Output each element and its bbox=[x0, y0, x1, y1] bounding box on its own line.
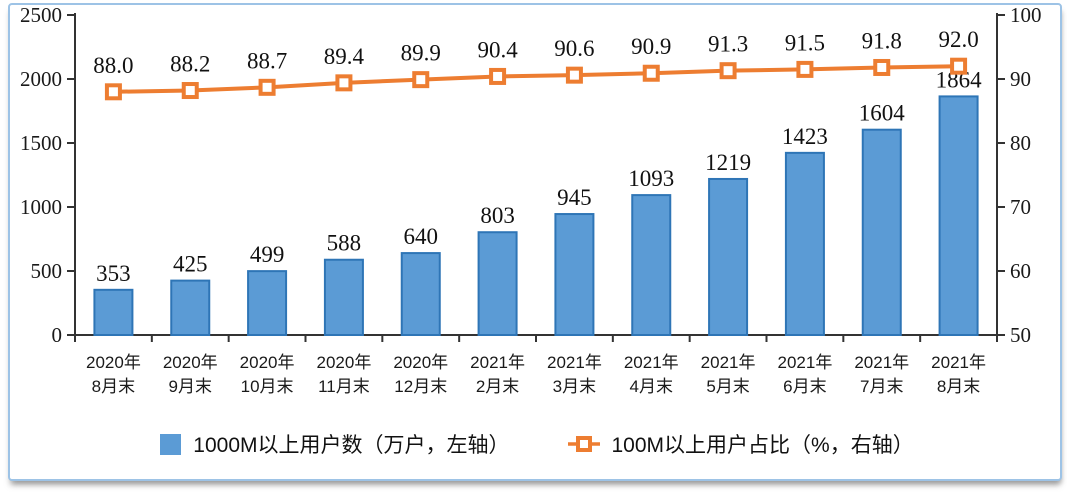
left-axis-tick-label: 1500 bbox=[20, 131, 62, 155]
bar-series-swatch-icon bbox=[160, 433, 182, 455]
bar bbox=[554, 213, 595, 336]
bar-value-label: 1219 bbox=[705, 150, 751, 175]
line-value-label: 91.5 bbox=[785, 30, 825, 55]
bar bbox=[400, 252, 441, 336]
bar-value-label: 353 bbox=[96, 261, 131, 286]
x-axis-category-label: 10月末 bbox=[241, 377, 294, 396]
line-value-label: 91.8 bbox=[862, 28, 902, 53]
x-axis-category-label: 7月末 bbox=[860, 377, 903, 396]
x-axis-category-label: 2021年 bbox=[701, 353, 756, 372]
line-marker bbox=[950, 57, 968, 75]
right-axis-tick-label: 90 bbox=[1010, 67, 1031, 91]
line-value-label: 90.6 bbox=[554, 36, 594, 61]
bar-value-label: 499 bbox=[250, 242, 285, 267]
left-axis-tick-label: 2000 bbox=[20, 67, 62, 91]
line-series-label: 100M以上用户占比（%，右轴） bbox=[611, 434, 914, 457]
line-marker bbox=[104, 83, 122, 101]
bar bbox=[170, 279, 211, 337]
legend-item-line-series: 100M以上用户占比（%，右轴） bbox=[567, 429, 914, 459]
bar bbox=[784, 151, 825, 336]
right-axis-tick-label: 100 bbox=[1010, 3, 1042, 27]
x-axis-category-label: 2020年 bbox=[163, 353, 218, 372]
legend-item-bar-series: 1000M以上用户数（万户，左轴） bbox=[160, 429, 510, 459]
line-value-label: 91.3 bbox=[708, 32, 748, 57]
line-value-label: 88.7 bbox=[247, 48, 287, 73]
bar bbox=[938, 95, 979, 336]
x-axis-category-label: 2020年 bbox=[86, 353, 141, 372]
line-value-label: 88.2 bbox=[170, 52, 210, 77]
line-marker bbox=[565, 66, 583, 84]
x-axis-category-label: 2020年 bbox=[317, 353, 372, 372]
line-marker bbox=[873, 58, 891, 76]
bar bbox=[93, 288, 134, 337]
right-axis-tick-label: 60 bbox=[1010, 259, 1031, 283]
bar-value-label: 803 bbox=[480, 203, 515, 228]
left-axis-tick-label: 1000 bbox=[20, 195, 62, 219]
x-axis-category-label: 2020年 bbox=[240, 353, 295, 372]
line-marker bbox=[642, 64, 660, 82]
x-axis-category-label: 5月末 bbox=[706, 377, 749, 396]
right-axis-tick-label: 70 bbox=[1010, 195, 1031, 219]
right-axis-tick-label: 50 bbox=[1010, 323, 1031, 347]
bar bbox=[247, 270, 288, 336]
bar-value-label: 425 bbox=[173, 252, 208, 277]
x-axis-category-label: 4月末 bbox=[630, 377, 673, 396]
bar-value-label: 945 bbox=[557, 185, 592, 210]
left-axis-tick-label: 2500 bbox=[20, 3, 62, 27]
bar-series-label: 1000M以上用户数（万户，左轴） bbox=[193, 434, 510, 457]
x-axis-category-label: 2021年 bbox=[931, 353, 986, 372]
bar bbox=[477, 231, 518, 336]
line-value-label: 90.9 bbox=[631, 34, 671, 59]
bar bbox=[861, 128, 902, 336]
bar-value-label: 640 bbox=[404, 224, 439, 249]
x-axis-category-label: 2月末 bbox=[476, 377, 519, 396]
line-series-path bbox=[113, 64, 959, 94]
line-marker bbox=[258, 78, 276, 96]
line-marker bbox=[181, 82, 199, 100]
x-axis-category-label: 2021年 bbox=[854, 353, 909, 372]
x-axis-category-label: 2021年 bbox=[778, 353, 833, 372]
x-axis-category-label: 3月末 bbox=[553, 377, 596, 396]
line-value-label: 90.4 bbox=[477, 37, 518, 62]
line-marker bbox=[719, 62, 737, 80]
bar-value-label: 588 bbox=[327, 231, 362, 256]
line-marker bbox=[335, 74, 353, 92]
right-axis-tick-label: 80 bbox=[1010, 131, 1031, 155]
x-axis-category-label: 8月末 bbox=[92, 377, 135, 396]
chart-legend: 1000M以上用户数（万户，左轴） 100M以上用户占比（%，右轴） bbox=[0, 424, 1074, 464]
bar bbox=[631, 194, 672, 336]
line-value-label: 89.4 bbox=[324, 44, 365, 69]
x-axis-category-label: 11月末 bbox=[318, 377, 370, 396]
x-axis-category-label: 2021年 bbox=[547, 353, 602, 372]
x-axis-category-label: 8月末 bbox=[937, 377, 980, 396]
bar bbox=[708, 177, 749, 336]
left-axis-tick-label: 500 bbox=[31, 259, 63, 283]
line-series-marker-icon bbox=[567, 436, 600, 452]
x-axis-category-label: 2021年 bbox=[470, 353, 525, 372]
x-axis-category-label: 2020年 bbox=[393, 353, 448, 372]
line-marker bbox=[796, 60, 814, 78]
bar-value-label: 1093 bbox=[628, 166, 674, 191]
bar-value-label: 1423 bbox=[782, 124, 828, 149]
x-axis-category-label: 12月末 bbox=[394, 377, 447, 396]
line-value-label: 89.9 bbox=[401, 41, 441, 66]
line-marker bbox=[412, 71, 430, 89]
bar bbox=[323, 258, 364, 336]
line-value-label: 92.0 bbox=[938, 27, 978, 52]
x-axis-category-label: 6月末 bbox=[783, 377, 826, 396]
line-marker bbox=[489, 67, 507, 85]
x-axis-category-label: 9月末 bbox=[169, 377, 212, 396]
bar-value-label: 1604 bbox=[859, 101, 906, 126]
left-axis-tick-label: 0 bbox=[52, 323, 63, 347]
line-value-label: 88.0 bbox=[93, 53, 133, 78]
x-axis-category-label: 2021年 bbox=[624, 353, 679, 372]
